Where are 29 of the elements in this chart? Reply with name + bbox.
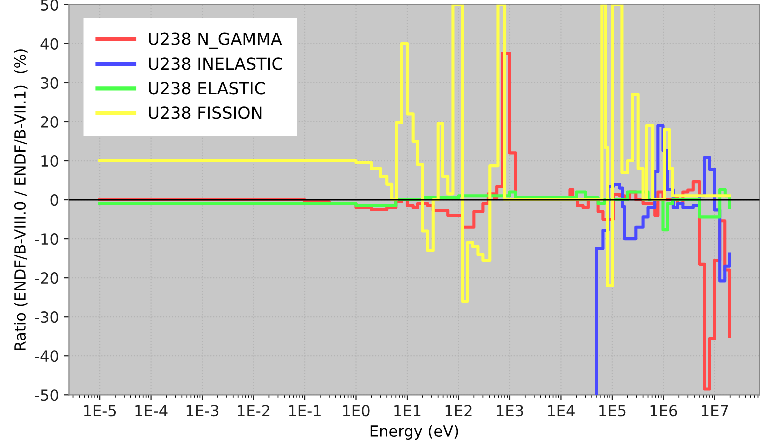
y-tick-label: 0 [50, 194, 58, 206]
x-tick-label: 1E-4 [136, 405, 168, 416]
legend-label: U238 INELASTIC [149, 58, 282, 70]
x-tick-label: 1E3 [497, 405, 524, 417]
x-tick-label: 1E-1 [289, 405, 321, 416]
y-tick-label: -10 [35, 234, 58, 246]
y-tick-label: -20 [35, 272, 58, 284]
x-tick-label: 1E-2 [238, 405, 270, 416]
legend-label: U238 N_GAMMA [149, 32, 282, 50]
x-tick-label: 1E4 [548, 405, 575, 416]
x-tick-label: 1E7 [702, 405, 728, 416]
x-tick-label: 1E0 [343, 405, 370, 417]
y-tick-label: -50 [35, 390, 58, 402]
y-tick-label: 30 [41, 77, 58, 89]
y-axis-title: Ratio (ENDF/B-VIII.0 / ENDF/B-VII.1) (%) [14, 50, 28, 350]
y-tick-label: -30 [35, 312, 58, 324]
x-tick-label: 1E1 [394, 405, 421, 416]
legend-label: U238 FISSION [149, 106, 262, 120]
y-tick-label: -40 [35, 350, 58, 362]
x-axis-title: Energy (eV) [370, 425, 458, 440]
y-tick-label: 10 [42, 155, 58, 168]
x-tick-label: 1E-3 [186, 405, 219, 417]
x-tick-label: 1E-5 [84, 405, 116, 417]
x-tick-label: 1E6 [650, 405, 678, 417]
x-tick-label: 1E2 [446, 405, 472, 416]
y-tick-label: 40 [40, 38, 58, 50]
x-tick-label: 1E5 [600, 405, 626, 417]
legend-label: U238 ELASTIC [149, 82, 266, 95]
y-tick-label: 20 [41, 116, 58, 128]
